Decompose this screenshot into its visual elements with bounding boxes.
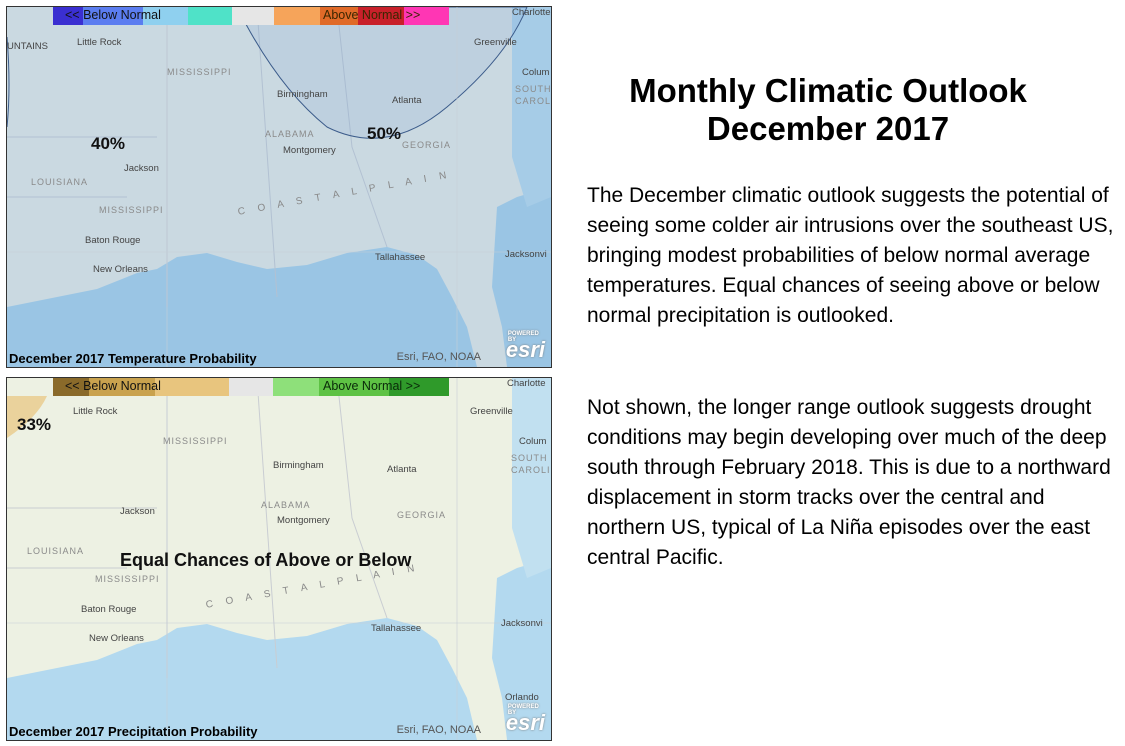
map-label: GEORGIA bbox=[397, 510, 447, 520]
map-label: SOUTH CAROLI bbox=[515, 84, 552, 106]
map-label: UNTAINS bbox=[7, 41, 48, 52]
outlook-paragraph-2: Not shown, the longer range outlook sugg… bbox=[587, 396, 1111, 569]
map-label: Jacksonvi bbox=[505, 249, 547, 260]
legend-swatch bbox=[83, 7, 143, 25]
legend-swatch bbox=[404, 7, 449, 25]
map-label: Atlanta bbox=[387, 464, 417, 475]
map-label: GEORGIA bbox=[402, 140, 452, 150]
precipitation-map-title: December 2017 Precipitation Probability bbox=[9, 724, 258, 739]
map-label: Little Rock bbox=[77, 37, 122, 48]
map-attribution: Esri, FAO, NOAA bbox=[396, 351, 481, 363]
map-label: Atlanta bbox=[392, 95, 422, 106]
page-title: Monthly Climatic Outlook December 2017 bbox=[588, 72, 1068, 148]
map-label: Colum bbox=[519, 436, 547, 447]
legend-below-label: << Below Normal bbox=[65, 379, 161, 393]
map-label: Orlando bbox=[505, 692, 539, 703]
legend-swatch bbox=[188, 7, 232, 25]
esri-logo: POWERED BY esri bbox=[505, 704, 545, 735]
map-label: Charlotte bbox=[507, 378, 546, 389]
map-label: Birmingham bbox=[273, 460, 324, 471]
map-attribution: Esri, FAO, NOAA bbox=[396, 724, 481, 736]
legend-swatch bbox=[143, 7, 188, 25]
legend-swatch bbox=[274, 7, 320, 25]
title-line-1: Monthly Climatic Outlook bbox=[629, 72, 1027, 109]
temperature-legend: << Below Normal Above Normal >> bbox=[53, 7, 449, 25]
probability-33-label: 33% bbox=[17, 415, 52, 434]
probability-40-label: 40% bbox=[91, 134, 126, 153]
equal-chances-label: Equal Chances of Above or Below bbox=[120, 550, 412, 570]
map-label: MISSISSIPPI bbox=[167, 67, 232, 77]
map-label: Little Rock bbox=[73, 406, 118, 417]
legend-above-label: Above Normal >> bbox=[323, 8, 421, 22]
map-label: Colum bbox=[522, 67, 550, 78]
map-label: Tallahassee bbox=[375, 252, 426, 263]
map-label: LOUISIANA bbox=[31, 177, 89, 187]
esri-logo: POWERED BY esri bbox=[505, 331, 545, 362]
legend-swatch bbox=[89, 378, 155, 396]
map-label: Greenville bbox=[474, 37, 517, 48]
map-label: MISSISSIPPI bbox=[99, 205, 164, 215]
map-label: Baton Rouge bbox=[85, 235, 141, 246]
map-label: Baton Rouge bbox=[81, 604, 137, 615]
legend-swatch bbox=[319, 378, 389, 396]
map-label: Montgomery bbox=[277, 515, 330, 526]
legend-swatch bbox=[273, 378, 319, 396]
legend-above-label: Above Normal >> bbox=[323, 379, 421, 393]
legend-swatch bbox=[358, 7, 404, 25]
temperature-basemap bbox=[7, 7, 551, 367]
precipitation-basemap bbox=[7, 378, 551, 740]
legend-swatch bbox=[232, 7, 274, 25]
temperature-probability-map[interactable]: << Below Normal Above Normal >> UNTAINS … bbox=[6, 6, 552, 368]
map-label: SOUTH CAROLI bbox=[511, 453, 551, 475]
map-label: Birmingham bbox=[277, 89, 328, 100]
map-label: ALABAMA bbox=[265, 129, 315, 139]
legend-swatch bbox=[389, 378, 449, 396]
map-label: Jacksonvi bbox=[501, 618, 543, 629]
map-label: New Orleans bbox=[93, 264, 148, 275]
outlook-paragraph-1: The December climatic outlook suggests t… bbox=[587, 184, 1114, 327]
legend-below-label: << Below Normal bbox=[65, 8, 161, 22]
map-label: Jackson bbox=[120, 506, 155, 517]
legend-swatch bbox=[53, 378, 89, 396]
probability-50-label: 50% bbox=[367, 124, 402, 143]
map-label: MISSISSIPPI bbox=[163, 436, 228, 446]
map-label: Jackson bbox=[124, 163, 159, 174]
precipitation-legend: << Below Normal Above Normal >> bbox=[53, 378, 449, 396]
legend-swatch bbox=[229, 378, 273, 396]
map-label: New Orleans bbox=[89, 633, 144, 644]
legend-swatch bbox=[53, 7, 83, 25]
legend-swatch bbox=[155, 378, 229, 396]
precipitation-probability-map[interactable]: << Below Normal Above Normal >> Little R… bbox=[6, 377, 552, 741]
map-label: ALABAMA bbox=[261, 500, 311, 510]
title-line-2: December 2017 bbox=[706, 110, 950, 147]
map-label: Montgomery bbox=[283, 145, 336, 156]
legend-swatch bbox=[320, 7, 358, 25]
map-label: Tallahassee bbox=[371, 623, 422, 634]
map-label: MISSISSIPPI bbox=[95, 574, 160, 584]
map-label: LOUISIANA bbox=[27, 546, 85, 556]
map-label: Greenville bbox=[470, 406, 513, 417]
temperature-map-title: December 2017 Temperature Probability bbox=[9, 351, 257, 366]
map-label: Charlotte bbox=[512, 7, 551, 18]
